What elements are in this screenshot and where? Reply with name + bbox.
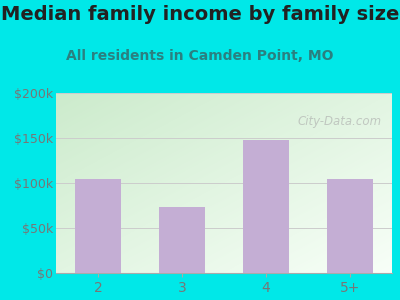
Bar — [243, 140, 289, 273]
Text: City-Data.com: City-Data.com — [298, 115, 382, 128]
Text: All residents in Camden Point, MO: All residents in Camden Point, MO — [66, 50, 334, 64]
Bar — [159, 207, 205, 273]
Text: Median family income by family size: Median family income by family size — [1, 4, 399, 23]
Bar — [75, 178, 121, 273]
Bar — [327, 178, 373, 273]
